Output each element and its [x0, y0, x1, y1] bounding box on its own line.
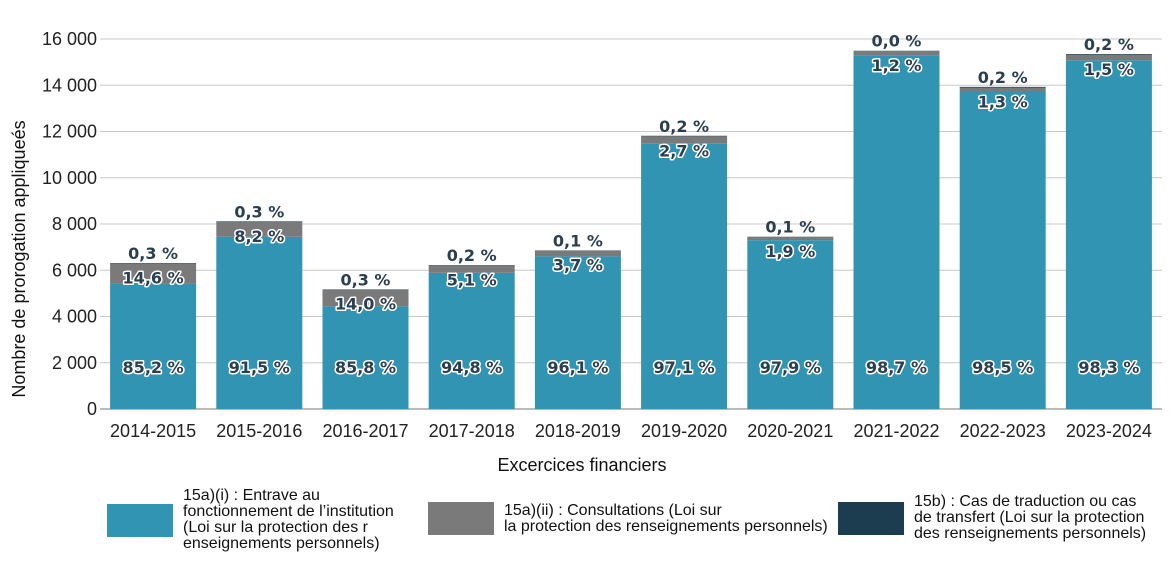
- x-tick-label: 2021-2022: [853, 421, 939, 441]
- data-label: 1,5 %: [1084, 60, 1134, 79]
- bar-segment: [216, 236, 303, 409]
- legend-item-15a-i: 15a)(i) : Entrave au fonctionnement de l…: [107, 488, 394, 552]
- data-label: 0,2 %: [659, 117, 709, 136]
- legend-swatch-15a-i: [107, 503, 173, 537]
- data-label: 97,9 %: [760, 358, 821, 377]
- bar-segment: [534, 250, 621, 257]
- data-label: 91,5 %: [229, 358, 290, 377]
- bar-segment: [428, 272, 515, 409]
- data-label: 94,8 %: [441, 358, 502, 377]
- bar-segment: [959, 91, 1046, 410]
- x-tick-label: 2022-2023: [960, 421, 1046, 441]
- x-tick-label: 2020-2021: [747, 421, 833, 441]
- bar-segment: [1065, 60, 1152, 410]
- y-axis-ticks: 0 2 000 4 000 6 000 8 000 10 000 12 000 14 000 1…: [42, 29, 97, 419]
- data-label: 0,1 %: [553, 231, 603, 250]
- data-label: 1,2 %: [872, 56, 922, 75]
- bar-segment: [747, 236, 834, 241]
- data-label: 0,0 %: [872, 32, 922, 51]
- x-tick-label: 2018-2019: [535, 421, 621, 441]
- bar-segment: [534, 256, 621, 409]
- x-tick-label: 2017-2018: [429, 421, 515, 441]
- y-tick-label: 10 000: [42, 168, 97, 188]
- bar-segment: [853, 55, 940, 409]
- y-axis-title: Nombre de prorogation appliqueés: [9, 120, 29, 397]
- legend-item-15b: 15b) : Cas de traduction ou cas de trans…: [838, 494, 1146, 542]
- bar-segment: [853, 50, 940, 56]
- data-label: 97,1 %: [654, 358, 715, 377]
- data-label: 3,7 %: [553, 256, 603, 275]
- data-label: 0,1 %: [765, 218, 815, 237]
- x-axis-title: Excercices financiers: [497, 455, 666, 475]
- bar-segment: [428, 265, 515, 273]
- data-label: 85,8 %: [335, 358, 396, 377]
- data-label: 1,3 %: [978, 93, 1028, 112]
- legend-label-15b: 15b) : Cas de traduction ou cas de trans…: [914, 493, 1147, 542]
- y-tick-label: 16 000: [42, 29, 97, 49]
- x-tick-label: 2014-2015: [110, 421, 196, 441]
- bar-segment: [216, 221, 303, 237]
- legend-swatch-15b: [838, 501, 904, 535]
- y-tick-label: 2 000: [52, 353, 97, 373]
- bar-segment: [110, 263, 197, 284]
- data-label: 98,5 %: [972, 358, 1033, 377]
- data-label: 14,0 %: [335, 295, 396, 314]
- bar-segment: [959, 87, 1046, 92]
- data-label: 98,3 %: [1078, 358, 1139, 377]
- bar-segment: [110, 283, 197, 409]
- y-tick-label: 6 000: [52, 260, 97, 280]
- legend-label-15a-ii: 15a)(ii) : Consultations (Loi sur la pro…: [504, 501, 828, 535]
- bar-segment: [1065, 54, 1152, 55]
- data-label: 0,2 %: [978, 68, 1028, 87]
- y-tick-label: 8 000: [52, 214, 97, 234]
- x-tick-label: 2019-2020: [641, 421, 727, 441]
- bar-segment: [641, 136, 728, 144]
- legend-swatch-15a-ii: [428, 502, 494, 535]
- y-tick-label: 14 000: [42, 75, 97, 95]
- bar-segment: [322, 289, 409, 307]
- data-label: 0,3 %: [234, 202, 284, 221]
- data-label: 2,7 %: [659, 141, 709, 160]
- x-axis-ticks: 2014-2015 2015-2016 2016-2017 2017-2018 2018…: [110, 421, 1152, 441]
- legend-label-15a-i: 15a)(i) : Entrave au fonctionnement de l…: [183, 487, 394, 552]
- data-label: 98,7 %: [866, 358, 927, 377]
- y-tick-label: 12 000: [42, 122, 97, 142]
- data-label: 8,2 %: [234, 227, 284, 246]
- data-label: 85,2 %: [123, 358, 184, 377]
- y-tick-label: 4 000: [52, 307, 97, 327]
- bar-segment: [322, 306, 409, 409]
- legend: 15a)(i) : Entrave au fonctionnement de l…: [0, 482, 1170, 562]
- bar-segment: [641, 135, 728, 137]
- bar-segment: [1065, 54, 1152, 61]
- data-label: 1,9 %: [765, 242, 815, 261]
- x-tick-label: 2015-2016: [216, 421, 302, 441]
- bar-segment: [747, 240, 834, 409]
- data-label: 0,3 %: [128, 244, 178, 263]
- bar-segment: [216, 221, 303, 222]
- data-label: 0,2 %: [447, 246, 497, 265]
- legend-item-15a-ii: 15a)(ii) : Consultations (Loi sur la pro…: [428, 502, 828, 535]
- data-label: 14,6 %: [123, 269, 184, 288]
- data-label: 0,2 %: [1084, 35, 1134, 54]
- x-tick-label: 2016-2017: [322, 421, 408, 441]
- data-label: 5,1 %: [447, 270, 497, 289]
- bars: [110, 50, 1152, 410]
- bar-segment: [641, 143, 728, 409]
- bar-segment: [959, 86, 1046, 88]
- x-tick-label: 2023-2024: [1066, 421, 1152, 441]
- data-label: 96,1 %: [547, 358, 608, 377]
- data-label: 0,3 %: [341, 270, 391, 289]
- data-labels: 85,2 % 14,6 % 0,3 % 91,5 % 8,2 % 0,3 % 85,8 % 1…: [121, 32, 1141, 379]
- y-tick-label: 0: [87, 399, 97, 419]
